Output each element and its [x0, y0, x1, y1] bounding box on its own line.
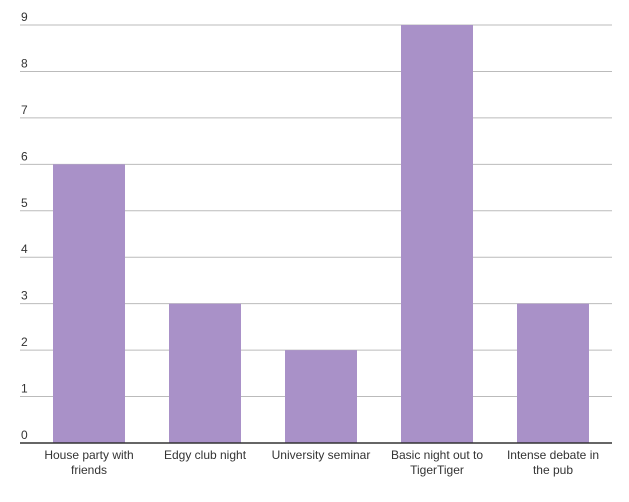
- y-tick-label: 5: [21, 196, 28, 210]
- x-tick-label: University seminar: [271, 448, 371, 462]
- x-tick-label: House party with friends: [44, 448, 134, 477]
- bar: [517, 303, 589, 443]
- y-tick-label: 6: [21, 149, 28, 163]
- y-tick-label: 2: [21, 335, 28, 349]
- bar: [169, 303, 241, 443]
- y-tick-label: 1: [21, 382, 28, 396]
- y-tick-label: 0: [21, 428, 28, 442]
- y-tick-label: 4: [21, 242, 28, 256]
- x-tick-label: Edgy club night: [163, 448, 247, 462]
- y-tick-label: 9: [21, 10, 28, 24]
- bar: [285, 350, 357, 443]
- bar: [401, 25, 473, 443]
- bar: [53, 164, 125, 444]
- y-tick-label: 3: [21, 289, 28, 303]
- y-tick-label: 8: [21, 56, 28, 70]
- x-tick-label: Basic night out to TigerTiger: [390, 448, 484, 477]
- y-tick-label: 7: [21, 103, 28, 117]
- x-tick-label: Intense debate in the pub: [506, 448, 600, 477]
